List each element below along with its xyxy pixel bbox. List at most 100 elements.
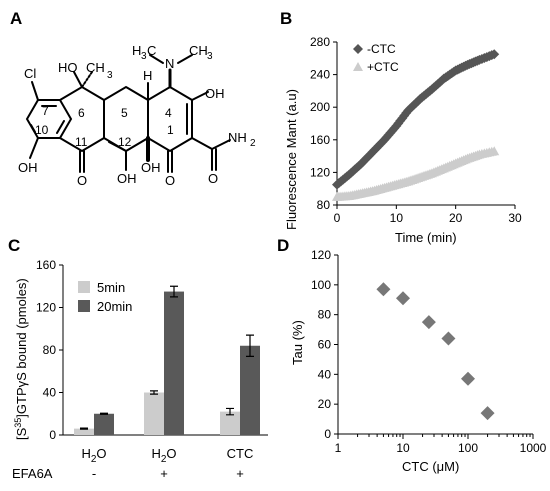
chart-c-error-bar — [170, 285, 178, 298]
chart-d-y-tick-label: 80 — [318, 308, 332, 322]
chart-c-legend: 5min 20min — [78, 280, 132, 314]
chart-b-y-tick-label: 120 — [310, 165, 330, 179]
chart-d-x-tick-label: 100 — [458, 441, 478, 455]
panel-label-b: B — [280, 9, 292, 28]
atom-oh-right: OH — [205, 86, 225, 101]
chart-b-legend: -CTC +CTC — [353, 42, 399, 74]
structure-atom-labels: Cl HO CH 3 H N H 3 C CH 3 OH NH 2 OH O O… — [18, 43, 256, 188]
chart-c-legend-swatch — [78, 281, 90, 293]
atom-nh2-sub: 2 — [250, 138, 256, 149]
atom-ch3-right-sub: 3 — [207, 51, 213, 62]
chart-c-category-main: H — [81, 446, 90, 461]
chart-c-category-sub: 2 — [91, 454, 97, 465]
amide-bond — [191, 137, 231, 171]
chart-c-ylabel-prefix: [S — [14, 427, 29, 440]
position-12: 12 — [118, 135, 132, 149]
chart-c-error-bar — [246, 334, 254, 357]
atom-h3c-c: C — [147, 43, 156, 58]
chart-b-series-minus-ctc — [332, 49, 500, 190]
atom-oh-mid: OH — [141, 160, 161, 175]
chart-d-y-tick-label: 60 — [318, 338, 332, 352]
atom-n: N — [165, 56, 174, 71]
chart-c-efa-value: + — [160, 466, 168, 481]
chart-d-ylabel: Tau (%) — [290, 320, 305, 365]
chart-b-x-tick-label: 10 — [390, 211, 404, 225]
ring-c-bonds — [59, 85, 105, 153]
atom-h3c-h: H — [132, 43, 141, 58]
chart-c-ylabel: [S35]GTPγS bound (pmoles) — [13, 278, 29, 440]
chart-d-y-tick-label: 120 — [311, 248, 331, 262]
position-1: 1 — [167, 123, 174, 137]
chart-b-y-tick-label: 80 — [317, 198, 331, 212]
chart-b-point — [489, 146, 500, 156]
chart-b-x-ticks: 0 10 20 30 — [334, 205, 522, 225]
position-11: 11 — [75, 135, 88, 149]
position-4: 4 — [165, 106, 172, 120]
chart-c-y-tick-label: 80 — [43, 343, 57, 357]
chart-d-point — [461, 371, 475, 386]
atom-ch3-sub: 3 — [107, 70, 113, 81]
chart-d-point — [441, 331, 456, 346]
atom-ho: HO — [58, 60, 78, 75]
panel-label-d: D — [277, 236, 289, 255]
chart-c-bar — [164, 291, 184, 435]
ring-b-double — [108, 141, 127, 152]
ring-d-inner-bonds — [30, 105, 65, 134]
chart-b-x-tick-label: 20 — [449, 211, 463, 225]
chart-b: 80 120 160 200 240 280 0 10 20 30 -CTC +CTC Time … — [284, 35, 522, 245]
chart-d-point — [396, 291, 410, 306]
chart-b-legend-label: +CTC — [367, 60, 399, 74]
chart-c-efa-label: EFA6A — [12, 466, 53, 481]
chart-b-y-tick-label: 240 — [310, 68, 330, 82]
chart-c-category-main: CTC — [227, 446, 254, 461]
position-7: 7 — [42, 104, 49, 118]
chart-c-bar — [94, 413, 114, 435]
chart-c-y-tick-label: 160 — [36, 258, 56, 272]
c10-oh-bond — [29, 137, 39, 159]
chart-b-point — [489, 49, 500, 60]
chart-c-bar — [144, 392, 164, 435]
chart-c-y-ticks: 0 40 80 120 160 — [36, 258, 63, 442]
c3-oh-bond — [191, 91, 209, 101]
chart-d-point — [376, 282, 391, 297]
chart-c-legend-label: 20min — [97, 299, 132, 314]
atom-ch3: CH — [86, 60, 105, 75]
chart-c-y-tick-label: 120 — [36, 301, 56, 315]
atom-cl: Cl — [24, 66, 36, 81]
chart-c-y-tick-label: 0 — [49, 428, 56, 442]
c7-cl-bond — [31, 81, 39, 101]
chart-d-y-tick-label: 40 — [318, 367, 332, 381]
panel-label-c: C — [8, 236, 20, 255]
chart-d-x-tick-label: 1000 — [520, 441, 547, 455]
chart-b-y-tick-label: 280 — [310, 35, 330, 49]
chart-c-category-sub: 2 — [161, 454, 167, 465]
chart-b-ylabel: Fluorescence Mant (a.u) — [284, 89, 299, 230]
chart-d-x-tick-label: 1 — [335, 441, 342, 455]
chart-d-y-ticks: 0 20 40 60 80 100 120 — [311, 248, 338, 441]
chart-c-bars — [74, 285, 260, 435]
chart-c-ylabel-suffix: ]GTPγS bound (pmoles) — [14, 278, 29, 417]
chart-b-series-plus-ctc — [332, 146, 500, 201]
n-methyl-bonds — [149, 54, 193, 64]
chart-c-category-tail: O — [96, 446, 106, 461]
c11-carbonyl — [79, 150, 85, 173]
chart-b-legend-marker — [353, 44, 363, 54]
atom-nh2: NH — [228, 130, 247, 145]
chart-c-category-label: CTC — [227, 446, 254, 461]
c6-methyl-bond — [81, 71, 93, 88]
chart-c-category-tail: O — [166, 446, 176, 461]
chart-c-category-labels: H2O-H2O+CTC+ — [81, 446, 253, 481]
chart-d-y-tick-label: 0 — [324, 427, 331, 441]
chart-c-legend-label: 5min — [97, 280, 125, 295]
chart-c-error-bar — [150, 390, 158, 395]
ring-a-bonds — [147, 85, 193, 153]
chart-c-error-bar — [80, 427, 88, 430]
chart-b-legend-marker — [353, 62, 363, 71]
atom-o-11: O — [77, 173, 87, 188]
position-6: 6 — [78, 106, 85, 120]
atom-o-amide: O — [208, 171, 218, 186]
chlortetracycline-structure — [25, 54, 231, 173]
c6-oh-bond — [73, 71, 83, 88]
atom-o-1: O — [165, 173, 175, 188]
